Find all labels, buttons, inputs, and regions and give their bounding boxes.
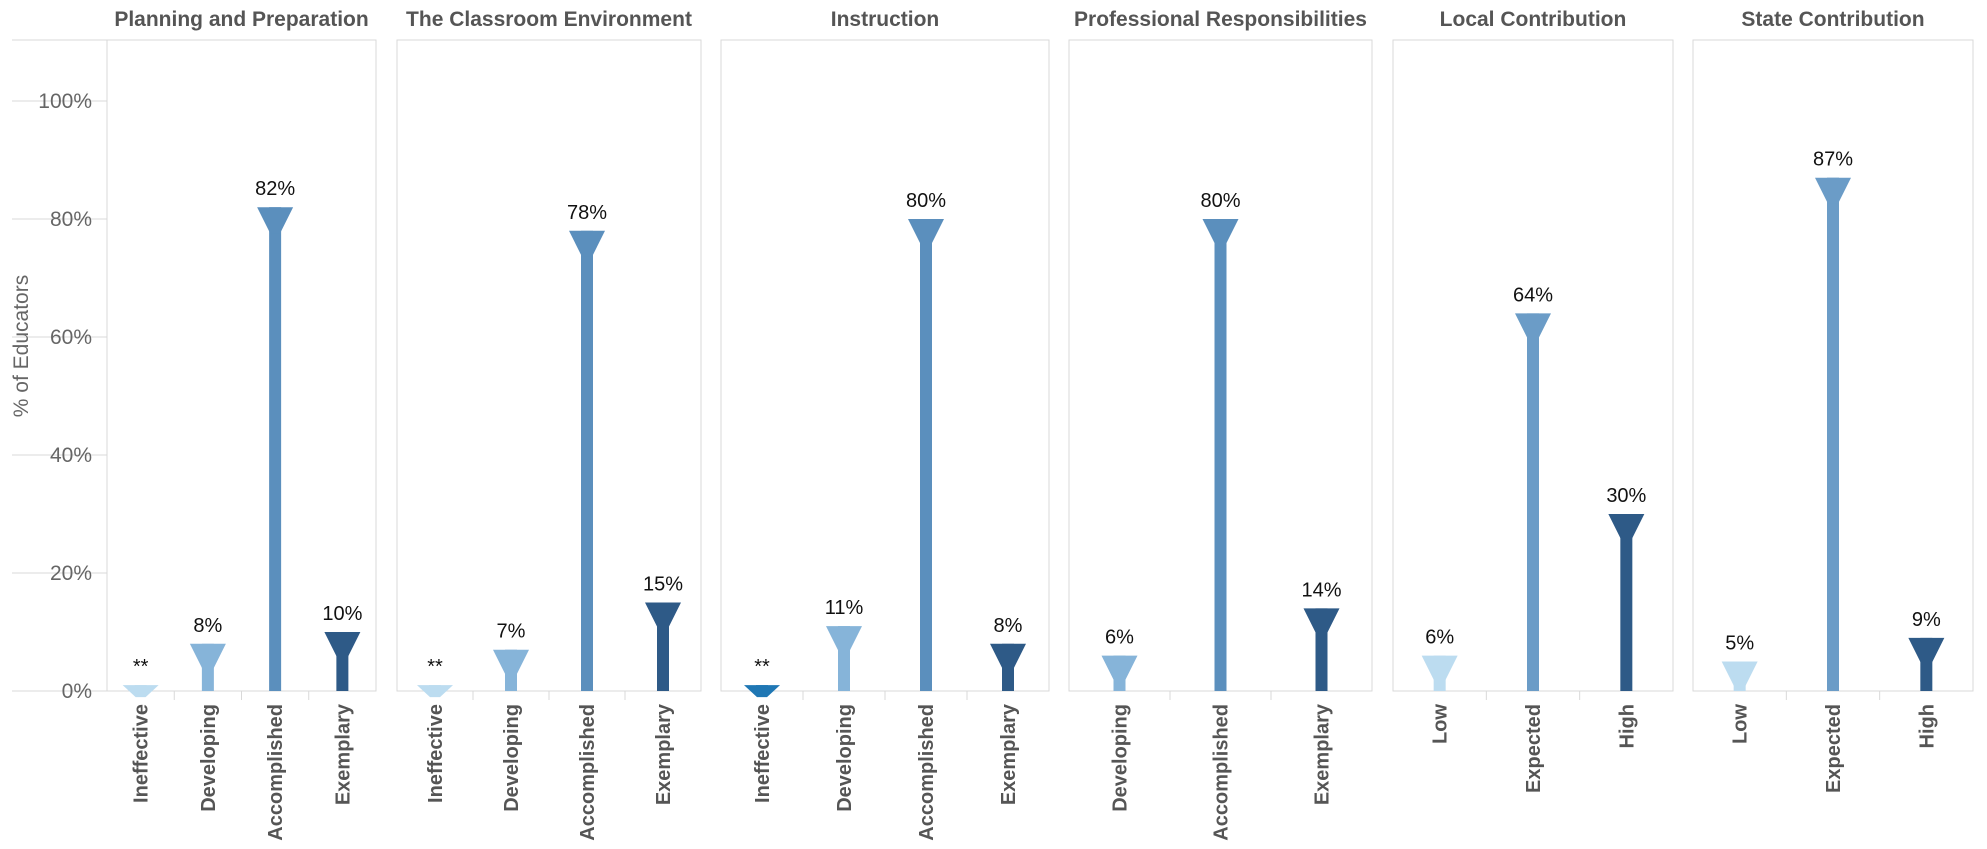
bar-stem [1620, 514, 1633, 691]
y-tick-label: 80% [50, 208, 92, 231]
category-label: Exemplary [1312, 703, 1334, 805]
bar-stem [920, 219, 932, 691]
panel-title: Local Contribution [1440, 8, 1627, 31]
bar-stem [1527, 313, 1539, 691]
data-label: 6% [1105, 627, 1134, 649]
panel-title: State Contribution [1741, 8, 1924, 31]
bar-head [1815, 177, 1851, 204]
bar-head [417, 685, 453, 698]
data-label: 14% [1301, 579, 1341, 601]
bar-head [908, 219, 944, 245]
panel-title: Planning and Preparation [114, 8, 368, 31]
category-label: Exemplary [653, 703, 675, 805]
panel-title: Instruction [831, 8, 940, 31]
category-label: High [1916, 704, 1938, 748]
category-label: Ineffective [131, 704, 153, 803]
bar-head [1515, 313, 1551, 340]
data-label: 78% [567, 202, 607, 224]
bar-head [1608, 514, 1645, 540]
data-label: 6% [1425, 627, 1454, 649]
data-label: 80% [1200, 190, 1240, 212]
category-label: Expected [1823, 704, 1845, 793]
panel-frame [106, 39, 377, 692]
category-label: Accomplished [577, 704, 599, 841]
category-label: Accomplished [916, 704, 938, 841]
category-label: Low [1730, 704, 1752, 744]
bar-head [826, 626, 862, 653]
bar-head [1101, 655, 1138, 682]
bar-stem [1827, 177, 1839, 691]
y-tick-label: 60% [50, 326, 92, 349]
bar-head [569, 230, 605, 257]
category-label: Developing [198, 704, 220, 812]
category-label: Accomplished [265, 704, 287, 841]
data-label: 9% [1912, 609, 1941, 631]
category-label: Expected [1523, 704, 1545, 793]
bar-head [1303, 608, 1340, 635]
category-label: Exemplary [998, 703, 1020, 805]
data-label: 5% [1725, 633, 1754, 655]
data-label: 15% [643, 574, 683, 596]
panel-title: The Classroom Environment [406, 8, 692, 31]
bar-stem [1214, 219, 1227, 691]
data-label: 7% [497, 621, 526, 643]
bar-head [744, 685, 780, 698]
bar-head [1421, 655, 1458, 682]
data-label: 64% [1513, 284, 1553, 306]
category-label: Developing [1110, 704, 1132, 812]
y-tick-label: 0% [62, 680, 92, 703]
data-label: 87% [1813, 149, 1853, 171]
data-label: ** [427, 656, 443, 678]
bar-stem [269, 207, 282, 691]
panel-title: Professional Responsibilities [1074, 8, 1367, 31]
category-label: Developing [834, 704, 856, 812]
data-label: 8% [994, 615, 1023, 637]
category-label: Accomplished [1211, 704, 1233, 841]
category-label: High [1616, 704, 1638, 748]
y-tick-label: 20% [50, 562, 92, 585]
data-label: ** [133, 656, 149, 678]
bar-head [189, 643, 226, 670]
bar-head [324, 632, 361, 658]
bar-head [1908, 637, 1945, 664]
category-label: Ineffective [752, 704, 774, 803]
data-label: 11% [825, 597, 864, 619]
category-label: Exemplary [332, 703, 354, 805]
data-label: 82% [255, 178, 295, 200]
bar-head [645, 602, 681, 629]
panel-frame [720, 39, 1050, 692]
y-axis-title: % of Educators [10, 275, 33, 417]
y-tick-label: 100% [38, 90, 92, 113]
data-label: 30% [1606, 485, 1646, 507]
data-label: 80% [906, 190, 946, 212]
bar-head [493, 649, 529, 676]
data-label: ** [754, 656, 770, 678]
bar-head [257, 207, 294, 234]
category-label: Developing [501, 704, 523, 812]
bar-head [990, 643, 1026, 670]
bar-head [122, 685, 159, 698]
bar-head [1721, 661, 1758, 688]
bar-stem [581, 230, 593, 692]
data-label: 8% [193, 615, 222, 637]
data-label: 10% [322, 603, 362, 625]
y-tick-label: 40% [50, 444, 92, 467]
category-label: Ineffective [425, 704, 447, 803]
category-label: Low [1430, 704, 1452, 744]
bar-head [1202, 219, 1239, 245]
